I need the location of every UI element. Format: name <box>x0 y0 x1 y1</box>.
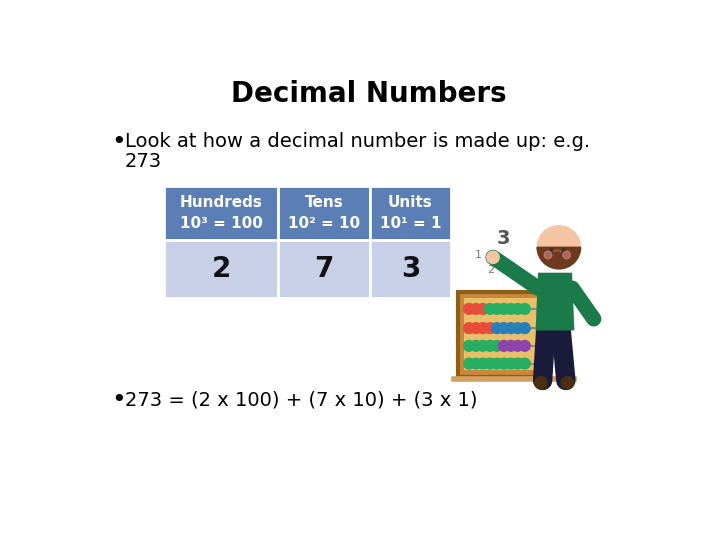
Circle shape <box>492 358 503 369</box>
Text: 1: 1 <box>475 250 482 260</box>
Bar <box>458 292 544 377</box>
Text: 7: 7 <box>315 255 334 284</box>
Circle shape <box>513 358 523 369</box>
Circle shape <box>505 358 516 369</box>
Circle shape <box>498 323 509 334</box>
Bar <box>370 186 451 240</box>
Text: 273: 273 <box>125 152 162 171</box>
Circle shape <box>464 303 474 314</box>
Circle shape <box>471 358 482 369</box>
Circle shape <box>477 340 488 351</box>
Circle shape <box>492 340 503 351</box>
Circle shape <box>471 340 482 351</box>
Circle shape <box>485 323 495 334</box>
Circle shape <box>485 340 495 351</box>
Circle shape <box>485 303 495 314</box>
Circle shape <box>477 303 488 314</box>
Circle shape <box>485 358 495 369</box>
Circle shape <box>492 323 503 334</box>
Circle shape <box>513 323 523 334</box>
Text: 273 = (2 x 100) + (7 x 10) + (3 x 1): 273 = (2 x 100) + (7 x 10) + (3 x 1) <box>125 390 477 409</box>
Circle shape <box>477 323 488 334</box>
Circle shape <box>464 323 474 334</box>
Circle shape <box>498 358 509 369</box>
Circle shape <box>519 323 530 334</box>
Circle shape <box>498 340 509 351</box>
Circle shape <box>561 377 574 389</box>
Circle shape <box>471 323 482 334</box>
Circle shape <box>513 340 523 351</box>
Wedge shape <box>537 247 580 269</box>
Circle shape <box>505 323 516 334</box>
Text: 2: 2 <box>487 265 495 275</box>
Circle shape <box>464 358 474 369</box>
Polygon shape <box>536 273 575 330</box>
Text: Decimal Numbers: Decimal Numbers <box>231 80 507 108</box>
Text: Look at how a decimal number is made up: e.g.: Look at how a decimal number is made up:… <box>125 132 590 151</box>
Circle shape <box>563 251 570 259</box>
Text: Hundreds
10³ = 100: Hundreds 10³ = 100 <box>179 195 262 232</box>
Bar <box>370 240 451 298</box>
Circle shape <box>492 303 503 314</box>
Circle shape <box>519 340 530 351</box>
Bar <box>163 186 279 240</box>
Circle shape <box>464 340 474 351</box>
Circle shape <box>544 251 552 259</box>
Bar <box>464 298 537 370</box>
Circle shape <box>505 303 516 314</box>
Text: Tens
10² = 10: Tens 10² = 10 <box>288 195 360 232</box>
Circle shape <box>498 303 509 314</box>
Text: 2: 2 <box>211 255 230 284</box>
Bar <box>279 186 370 240</box>
Circle shape <box>477 358 488 369</box>
Circle shape <box>519 303 530 314</box>
Bar <box>279 240 370 298</box>
Circle shape <box>537 226 580 269</box>
Text: 3: 3 <box>401 255 420 284</box>
Circle shape <box>513 303 523 314</box>
Text: 3: 3 <box>497 228 510 247</box>
Circle shape <box>519 358 530 369</box>
Text: Units
10¹ = 1: Units 10¹ = 1 <box>379 195 441 232</box>
Text: •: • <box>112 130 127 154</box>
Circle shape <box>487 251 499 264</box>
Text: •: • <box>112 388 127 411</box>
Bar <box>163 240 279 298</box>
Circle shape <box>471 303 482 314</box>
Circle shape <box>505 340 516 351</box>
Circle shape <box>535 377 547 389</box>
